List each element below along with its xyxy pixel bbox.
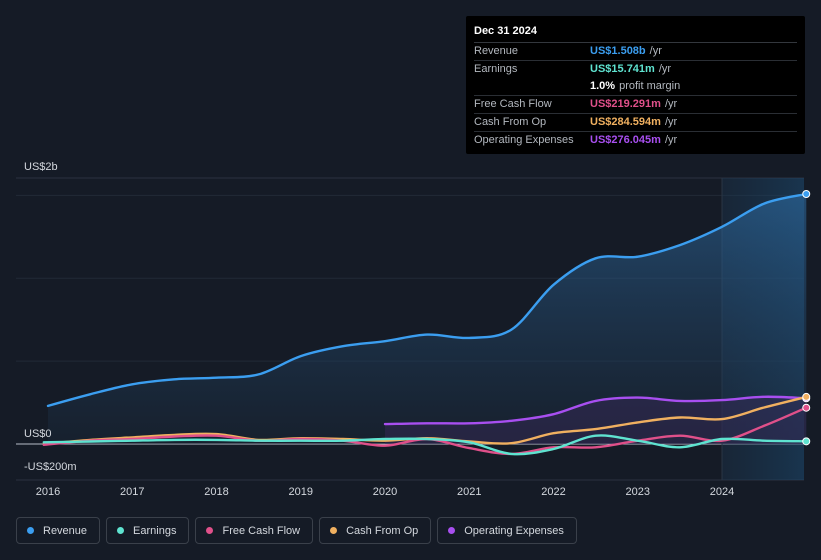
x-tick-label: 2023 [626, 486, 650, 498]
legend-dot-icon [330, 527, 338, 534]
legend-item-operating-expenses[interactable]: Operating Expenses [437, 517, 577, 544]
tooltip-row-cash-from-op: Cash From Op US$284.594m /yr [474, 114, 797, 132]
chart-legend: Revenue Earnings Free Cash Flow Cash Fro… [16, 517, 577, 545]
revenue-end-point [802, 190, 811, 198]
y-label-zero: US$0 [24, 428, 52, 440]
tooltip-value: US$15.741m [590, 63, 655, 75]
chart-axis-labels: US$2b US$0 -US$200m 2016 2017 2018 2019 2020 202… [24, 161, 734, 498]
x-tick-label: 2020 [373, 486, 397, 498]
legend-label: Free Cash Flow [222, 524, 301, 537]
tooltip-label: Cash From Op [474, 116, 547, 128]
tooltip-label: Free Cash Flow [474, 98, 552, 110]
tooltip-row-earnings: Earnings US$15.741m /yr [474, 61, 797, 78]
tooltip-value: US$284.594m [590, 116, 661, 128]
legend-item-earnings[interactable]: Earnings [106, 517, 190, 544]
legend-label: Earnings [133, 524, 177, 537]
chart-areas [48, 194, 807, 444]
legend-label: Cash From Op [346, 524, 419, 537]
tooltip-unit: /yr [664, 116, 678, 128]
tooltip-unit: /yr [664, 134, 678, 146]
legend-dot-icon [206, 527, 214, 534]
x-tick-label: 2017 [120, 486, 144, 498]
legend-dot-icon [117, 527, 125, 534]
tooltip-unit: /yr [664, 98, 678, 110]
tooltip-value: US$276.045m [590, 134, 661, 146]
legend-label: Operating Expenses [464, 524, 564, 537]
x-tick-label: 2021 [457, 486, 481, 498]
x-tick-label: 2022 [541, 486, 565, 498]
x-tick-label: 2016 [36, 486, 60, 498]
free-cash-flow-end-point [802, 403, 811, 412]
tooltip-date: Dec 31 2024 [474, 24, 797, 43]
tooltip-unit: /yr [649, 45, 662, 57]
operating-expenses-area [385, 396, 807, 444]
earnings-line [42, 434, 808, 456]
y-label-bottom: -US$200m [24, 461, 77, 473]
chart-lines [42, 192, 808, 456]
tooltip-row-free-cash-flow: Free Cash Flow US$219.291m /yr [474, 96, 797, 114]
x-tick-label: 2019 [289, 486, 313, 498]
legend-label: Revenue [43, 524, 88, 537]
tooltip-value: US$1.508b [590, 45, 646, 57]
revenue-area [48, 194, 807, 444]
revenue-line [46, 192, 808, 408]
x-tick-label: 2024 [710, 486, 734, 498]
tooltip-label [474, 78, 590, 95]
legend-dot-icon [27, 527, 34, 534]
cash-from-op-end-point [802, 392, 811, 401]
legend-dot-icon [448, 527, 456, 534]
legend-item-revenue[interactable]: Revenue [16, 517, 101, 544]
tooltip-row-revenue: Revenue US$1.508b /yr [474, 43, 797, 61]
tooltip-unit: /yr [658, 63, 672, 75]
tooltip-label: Operating Expenses [474, 134, 574, 146]
data-tooltip: Dec 31 2024 Revenue US$1.508b /yr Earnin… [466, 16, 805, 154]
tooltip-unit: profit margin [619, 80, 681, 92]
chart-end-markers [802, 190, 811, 446]
tooltip-row-profit-margin: 1.0% profit margin [474, 78, 797, 96]
y-label-top: US$2b [24, 161, 58, 173]
tooltip-value: 1.0% [590, 80, 616, 92]
tooltip-row-operating-expenses: Operating Expenses US$276.045m /yr [474, 132, 797, 149]
legend-item-cash-from-op[interactable]: Cash From Op [319, 517, 432, 544]
tooltip-label: Earnings [474, 63, 518, 75]
tooltip-label: Revenue [474, 45, 519, 57]
operating-expenses-line [383, 395, 808, 426]
legend-item-free-cash-flow[interactable]: Free Cash Flow [195, 517, 314, 544]
tooltip-value: US$219.291m [590, 98, 661, 110]
earnings-end-point [802, 437, 811, 446]
x-tick-label: 2018 [204, 486, 228, 498]
